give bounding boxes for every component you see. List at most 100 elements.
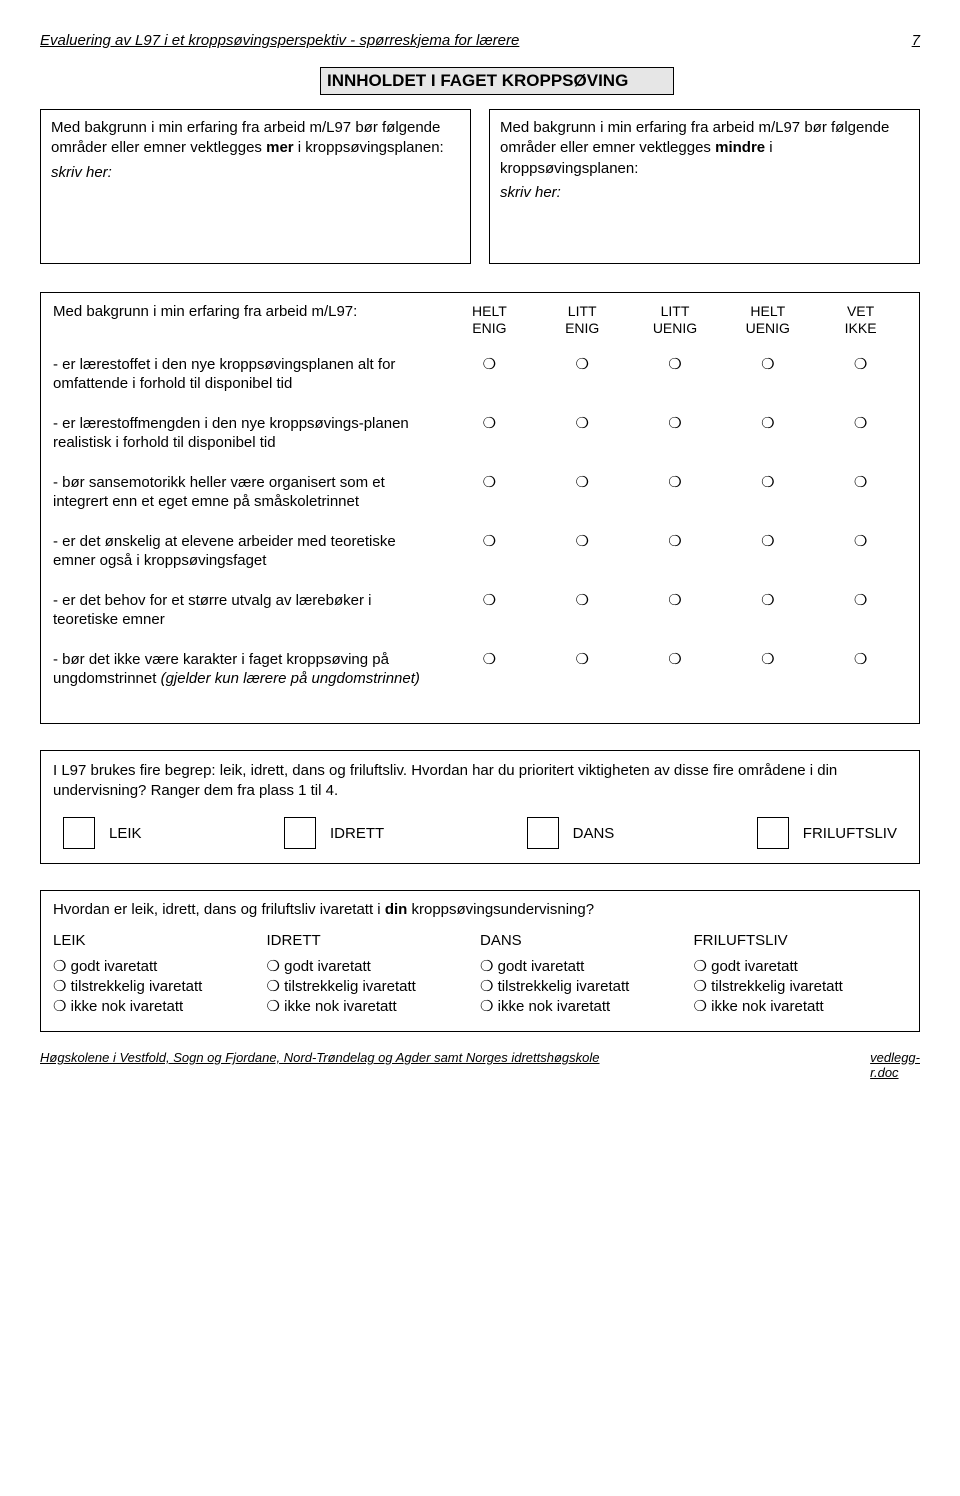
box-right-prompt: skriv her: xyxy=(500,183,909,203)
likert-lead: Med bakgrunn i min erfaring fra arbeid m… xyxy=(53,303,433,320)
ranking-intro: I L97 brukes fire begrep: leik, idrett, … xyxy=(53,761,907,802)
likert-radio[interactable]: ❍ xyxy=(443,532,536,550)
likert-radio[interactable]: ❍ xyxy=(629,591,722,609)
likert-options: ❍❍❍❍❍ xyxy=(433,473,907,491)
care-option[interactable]: ❍ godt ivaretatt xyxy=(267,957,481,975)
box-right-text: Med bakgrunn i min erfaring fra arbeid m… xyxy=(500,118,909,179)
likert-radio[interactable]: ❍ xyxy=(443,414,536,432)
care-option[interactable]: ❍ tilstrekkelig ivaretatt xyxy=(267,977,481,995)
likert-row: - bør det ikke være karakter i faget kro… xyxy=(53,650,907,689)
page-footer: Høgskolene i Vestfold, Sogn og Fjordane,… xyxy=(40,1050,920,1080)
rank-label: IDRETT xyxy=(330,825,384,842)
header-title: Evaluering av L97 i et kroppsøvingspersp… xyxy=(40,32,519,49)
likert-col-header: HELTUENIG xyxy=(721,303,814,337)
care-option[interactable]: ❍ godt ivaretatt xyxy=(53,957,267,975)
likert-radio[interactable]: ❍ xyxy=(814,650,907,668)
likert-radio[interactable]: ❍ xyxy=(629,650,722,668)
rank-input-box[interactable] xyxy=(757,817,789,849)
likert-col-header: LITTENIG xyxy=(536,303,629,337)
likert-statement: - er lærestoffet i den nye kroppsøvingsp… xyxy=(53,355,433,394)
care-option[interactable]: ❍ ikke nok ivaretatt xyxy=(267,997,481,1015)
likert-statement: - er lærestoffmengden i den nye kroppsøv… xyxy=(53,414,433,453)
rank-item: DANS xyxy=(527,817,615,849)
emphasize-less-box[interactable]: Med bakgrunn i min erfaring fra arbeid m… xyxy=(489,109,920,264)
rank-item: IDRETT xyxy=(284,817,384,849)
care-column: IDRETT ❍ godt ivaretatt ❍ tilstrekkelig iv… xyxy=(267,932,481,1017)
care-option[interactable]: ❍ ikke nok ivaretatt xyxy=(480,997,694,1015)
ranking-items: LEIK IDRETT DANS FRILUFTSLIV xyxy=(53,817,907,849)
likert-col-header: HELTENIG xyxy=(443,303,536,337)
care-col-head: DANS xyxy=(480,932,694,949)
likert-radio[interactable]: ❍ xyxy=(721,473,814,491)
emphasize-more-box[interactable]: Med bakgrunn i min erfaring fra arbeid m… xyxy=(40,109,471,264)
likert-row: - er lærestoffet i den nye kroppsøvingsp… xyxy=(53,355,907,394)
page-header: Evaluering av L97 i et kroppsøvingspersp… xyxy=(40,32,920,49)
rank-input-box[interactable] xyxy=(63,817,95,849)
footer-right: vedlegg- r.doc xyxy=(870,1050,920,1080)
likert-radio[interactable]: ❍ xyxy=(721,650,814,668)
care-col-head: IDRETT xyxy=(267,932,481,949)
likert-radio[interactable]: ❍ xyxy=(536,414,629,432)
likert-radio[interactable]: ❍ xyxy=(814,473,907,491)
care-option[interactable]: ❍ ikke nok ivaretatt xyxy=(53,997,267,1015)
care-option[interactable]: ❍ tilstrekkelig ivaretatt xyxy=(480,977,694,995)
likert-radio[interactable]: ❍ xyxy=(814,532,907,550)
care-columns: LEIK❍ godt ivaretatt❍ tilstrekkelig ivar… xyxy=(53,932,907,1017)
likert-options: ❍❍❍❍❍ xyxy=(433,355,907,373)
likert-radio[interactable]: ❍ xyxy=(443,355,536,373)
section-title: INNHOLDET I FAGET KROPPSØVING xyxy=(320,67,674,95)
likert-radio[interactable]: ❍ xyxy=(814,414,907,432)
likert-radio[interactable]: ❍ xyxy=(814,591,907,609)
emphasis-boxes: Med bakgrunn i min erfaring fra arbeid m… xyxy=(40,109,920,264)
likert-radio[interactable]: ❍ xyxy=(721,414,814,432)
likert-statement: - bør sansemotorikk heller være organise… xyxy=(53,473,433,512)
likert-radio[interactable]: ❍ xyxy=(443,591,536,609)
rank-label: DANS xyxy=(573,825,615,842)
likert-row: - bør sansemotorikk heller være organise… xyxy=(53,473,907,512)
ranking-block: I L97 brukes fire begrep: leik, idrett, … xyxy=(40,750,920,865)
likert-row: - er det ønskelig at elevene arbeider me… xyxy=(53,532,907,571)
likert-statement: - bør det ikke være karakter i faget kro… xyxy=(53,650,433,689)
care-column: DANS ❍ godt ivaretatt ❍ tilstrekkelig ivar… xyxy=(480,932,694,1017)
likert-column-headers: HELTENIGLITTENIGLITTUENIGHELTUENIGVETIKK… xyxy=(433,303,907,337)
likert-options: ❍❍❍❍❍ xyxy=(433,650,907,668)
likert-radio[interactable]: ❍ xyxy=(814,355,907,373)
likert-radio[interactable]: ❍ xyxy=(536,650,629,668)
rank-item: FRILUFTSLIV xyxy=(757,817,897,849)
likert-radio[interactable]: ❍ xyxy=(536,532,629,550)
footer-left: Høgskolene i Vestfold, Sogn og Fjordane,… xyxy=(40,1050,600,1080)
care-option[interactable]: ❍ godt ivaretatt xyxy=(694,957,908,975)
header-pagenum: 7 xyxy=(912,32,920,49)
likert-row: - er lærestoffmengden i den nye kroppsøv… xyxy=(53,414,907,453)
care-option[interactable]: ❍ ikke nok ivaretatt xyxy=(694,997,908,1015)
likert-radio[interactable]: ❍ xyxy=(443,473,536,491)
likert-radio[interactable]: ❍ xyxy=(721,355,814,373)
likert-options: ❍❍❍❍❍ xyxy=(433,414,907,432)
likert-radio[interactable]: ❍ xyxy=(629,355,722,373)
care-column: FRILUFTSLIV ❍ godt ivaretatt ❍ tilstrekkel… xyxy=(694,932,908,1017)
likert-radio[interactable]: ❍ xyxy=(721,591,814,609)
likert-radio[interactable]: ❍ xyxy=(629,414,722,432)
likert-radio[interactable]: ❍ xyxy=(536,473,629,491)
likert-header: Med bakgrunn i min erfaring fra arbeid m… xyxy=(53,303,907,337)
care-column: LEIK❍ godt ivaretatt❍ tilstrekkelig ivar… xyxy=(53,932,267,1017)
care-option[interactable]: ❍ tilstrekkelig ivaretatt xyxy=(694,977,908,995)
likert-options: ❍❍❍❍❍ xyxy=(433,532,907,550)
rank-input-box[interactable] xyxy=(284,817,316,849)
care-col-head: FRILUFTSLIV xyxy=(694,932,908,949)
rank-input-box[interactable] xyxy=(527,817,559,849)
care-option[interactable]: ❍ tilstrekkelig ivaretatt xyxy=(53,977,267,995)
rank-label: LEIK xyxy=(109,825,142,842)
likert-radio[interactable]: ❍ xyxy=(629,473,722,491)
likert-radio[interactable]: ❍ xyxy=(629,532,722,550)
likert-row: - er det behov for et større utvalg av l… xyxy=(53,591,907,630)
box-left-text: Med bakgrunn i min erfaring fra arbeid m… xyxy=(51,118,460,159)
likert-radio[interactable]: ❍ xyxy=(443,650,536,668)
likert-radio[interactable]: ❍ xyxy=(536,591,629,609)
likert-radio[interactable]: ❍ xyxy=(536,355,629,373)
care-option[interactable]: ❍ godt ivaretatt xyxy=(480,957,694,975)
care-block: Hvordan er leik, idrett, dans og friluft… xyxy=(40,890,920,1032)
likert-block: Med bakgrunn i min erfaring fra arbeid m… xyxy=(40,292,920,724)
likert-col-header: VETIKKE xyxy=(814,303,907,337)
likert-radio[interactable]: ❍ xyxy=(721,532,814,550)
